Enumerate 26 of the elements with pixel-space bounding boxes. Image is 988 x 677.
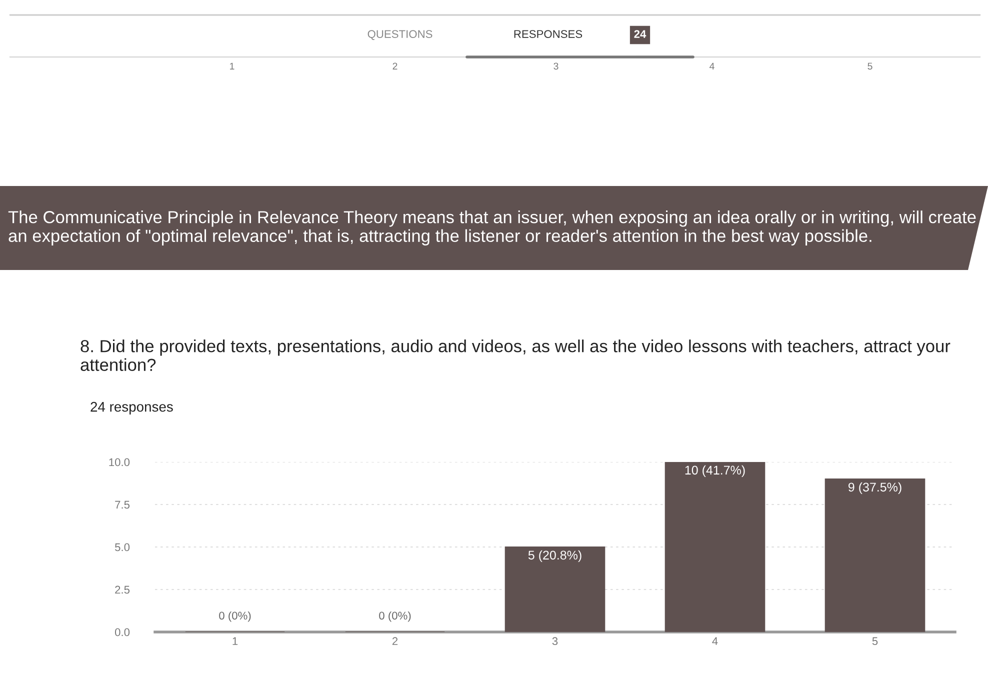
y-tick-label: 5.0 (115, 543, 130, 552)
y-tick-label: 10.0 (109, 458, 130, 466)
chart-subtitle: 24 responses (90, 402, 173, 414)
x-tick-label: 3 (552, 637, 558, 646)
data-label: 0 (0%) (219, 611, 251, 622)
text: QUESTIONS (368, 30, 432, 40)
x-tick-label: 5 (872, 637, 878, 646)
text: 5 (868, 62, 872, 70)
data-label: 5 (20.8%) (528, 550, 582, 562)
text: 24 (634, 30, 646, 38)
text: 2 (392, 62, 398, 70)
text: 3 (554, 62, 558, 70)
text: RESPONSES (514, 30, 582, 38)
text: 1 (230, 62, 234, 70)
text: 4 (710, 62, 714, 70)
y-tick-label: 2.5 (115, 586, 130, 594)
x-tick-label: 4 (712, 637, 718, 645)
x-tick-label: 2 (392, 637, 398, 645)
data-label: 0 (0%) (379, 611, 411, 622)
x-tick-label: 1 (232, 637, 238, 645)
text: The Communicative Principle in Relevance Theory means that an issuer, when exposing an idea orally or in writing, will create an expectation of "optimal relevance", that is, attracting the listener or reader's attention in the best way possible. (8, 210, 976, 246)
y-tick-label: 0.0 (114, 628, 130, 636)
chart-title: 8. Did the provided texts, presentations, audio and videos, as well as the video lessons with teachers, attract your attention? (80, 340, 950, 372)
y-tick-label: 7.5 (115, 500, 130, 509)
data-label: 10 (41.7%) (685, 465, 745, 478)
data-label: 9 (37.5%) (848, 482, 902, 494)
